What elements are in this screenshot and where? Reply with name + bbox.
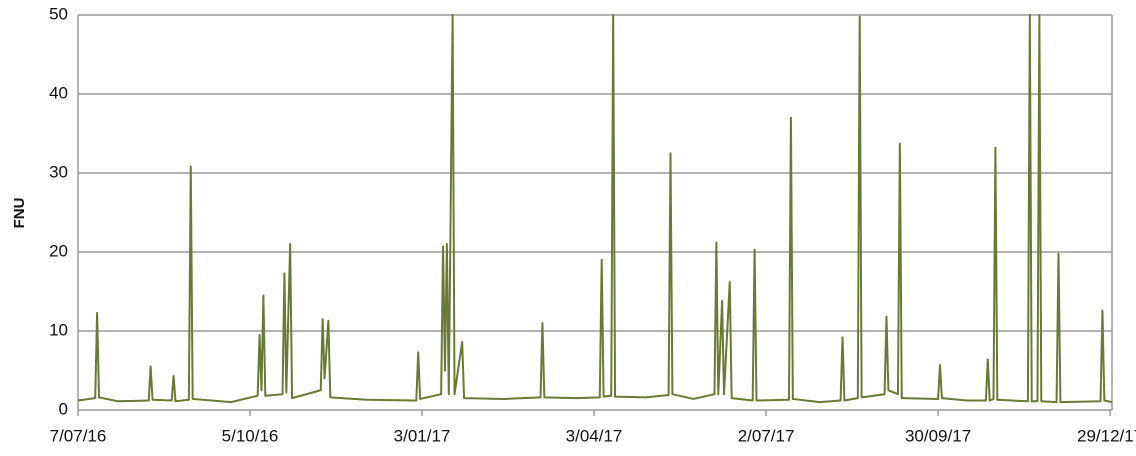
y-tick-label: 50 <box>49 4 68 23</box>
x-tick-label: 7/07/16 <box>50 426 107 445</box>
x-tick-label: 29/12/17 <box>1077 426 1136 445</box>
x-tick-label: 30/09/17 <box>905 426 971 445</box>
x-tick-label: 5/10/16 <box>222 426 279 445</box>
x-tick-label: 2/07/17 <box>738 426 795 445</box>
data-line <box>77 14 1113 404</box>
x-tick-label: 3/04/17 <box>566 426 623 445</box>
y-tick-label: 20 <box>49 241 68 260</box>
y-tick-label: 0 <box>59 399 68 418</box>
x-tick-label: 3/01/17 <box>394 426 451 445</box>
y-tick-label: 40 <box>49 83 68 102</box>
y-tick-label: 30 <box>49 162 68 181</box>
y-tick-label: 10 <box>49 320 68 339</box>
y-axis-label: FNU <box>11 198 28 229</box>
